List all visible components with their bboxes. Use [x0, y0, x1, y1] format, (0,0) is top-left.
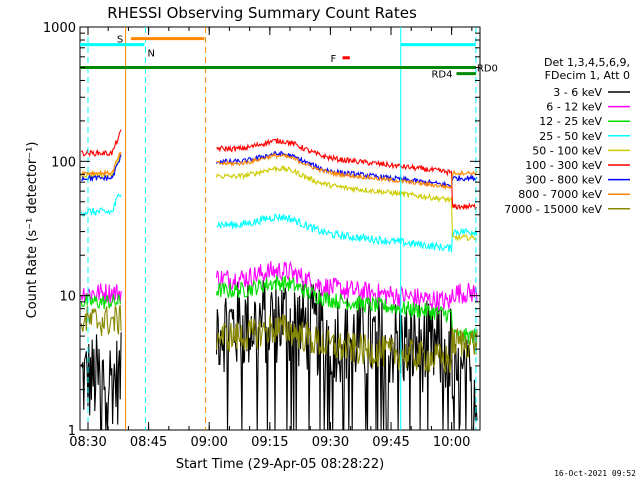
series-line-5-seg1 — [216, 138, 478, 211]
footer-timestamp: 16-Oct-2021 09:52 — [554, 469, 636, 478]
legend-label-4: 50 - 100 keV — [532, 144, 602, 157]
legend: Det 1,3,4,5,6,9, FDecim 1, Att 0 3 - 6 k… — [504, 56, 630, 216]
legend-label-6: 300 - 800 keV — [525, 174, 602, 187]
x-tick-label: 09:45 — [372, 435, 409, 450]
annotation-label-n: N — [147, 49, 154, 60]
series-line-7-seg1 — [216, 152, 478, 190]
x-tick-label: 10:00 — [433, 435, 470, 450]
legend-header-line-1: Det 1,3,4,5,6,9, — [544, 56, 630, 69]
series-layer — [80, 129, 478, 431]
series-line-8-seg0 — [80, 304, 122, 336]
series-line-1-seg1 — [215, 260, 478, 312]
annotation-label-rd4: RD4 — [431, 70, 452, 81]
legend-label-0: 3 - 6 keV — [553, 86, 602, 99]
y-axis-label: Count Rate (s⁻¹ detector⁻¹) — [25, 142, 40, 319]
chart-title: RHESSI Observing Summary Count Rates — [107, 4, 417, 22]
series-line-2-seg1 — [215, 274, 478, 344]
legend-header-line-2: FDecim 1, Att 0 — [545, 69, 630, 82]
x-tick-label: 09:15 — [251, 435, 288, 450]
annotation-label-f: F — [331, 54, 337, 65]
plot-frame — [79, 26, 481, 431]
legend-label-7: 800 - 7000 keV — [518, 188, 602, 201]
y-tick-label: 1 — [68, 424, 76, 439]
annotation-layer: S N F RD0 RD4 — [80, 35, 498, 81]
series-line-3-seg0 — [80, 193, 122, 218]
legend-label-2: 12 - 25 keV — [539, 115, 602, 128]
x-tick-label: 09:00 — [190, 435, 227, 450]
legend-label-8: 7000 - 15000 keV — [504, 203, 602, 216]
series-line-3-seg1 — [216, 213, 478, 253]
series-line-8-seg1 — [215, 314, 478, 374]
y-tick-label: 1000 — [43, 21, 76, 36]
legend-label-3: 25 - 50 keV — [539, 130, 602, 143]
annotation-label-s: S — [117, 35, 123, 46]
marker-layer — [87, 27, 477, 430]
x-tick-label: 09:30 — [312, 435, 349, 450]
y-tick-label: 100 — [51, 155, 76, 170]
x-tick-label: 08:30 — [69, 435, 106, 450]
series-line-4-seg1 — [215, 165, 478, 243]
axis-layer: 08:30 08:45 09:00 09:15 09:30 09:45 10:00 1 10 10… — [43, 21, 480, 450]
series-line-7-seg0 — [81, 151, 122, 177]
legend-label-5: 100 - 300 keV — [525, 159, 602, 172]
x-axis-label: Start Time (29-Apr-05 08:28:22) — [176, 457, 384, 472]
legend-label-1: 6 - 12 keV — [546, 101, 602, 114]
annotation-label-rd0: RD0 — [477, 63, 498, 74]
x-tick-label: 08:45 — [130, 435, 167, 450]
series-line-0-seg0 — [80, 332, 122, 431]
series-line-5-seg0 — [80, 129, 122, 158]
y-tick-label: 10 — [59, 290, 76, 305]
